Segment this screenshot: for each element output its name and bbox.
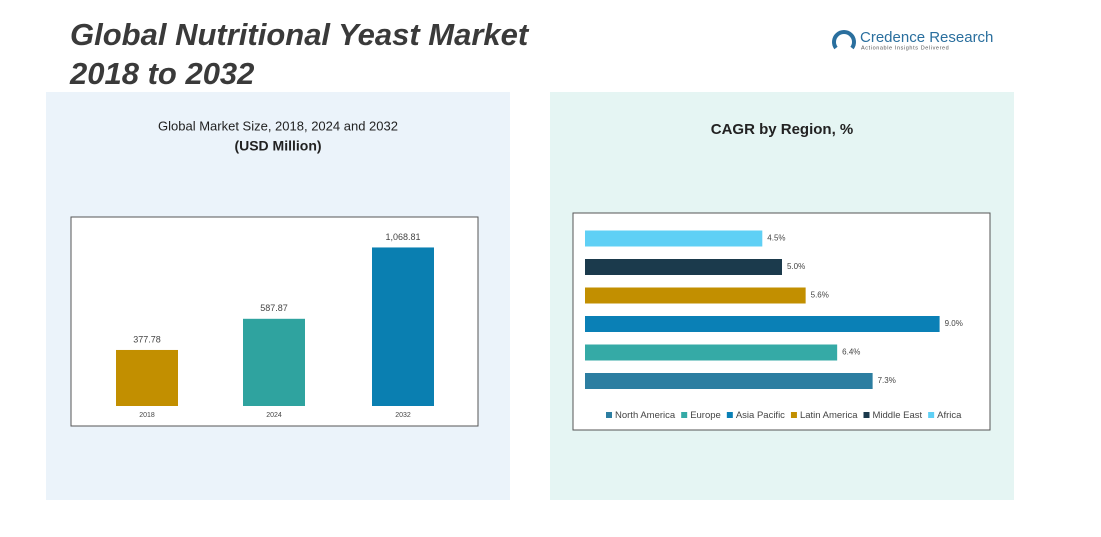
chart-title: CAGR by Region, %	[711, 121, 854, 138]
data-label: 4.5%	[767, 234, 785, 243]
data-label: 5.0%	[787, 262, 805, 271]
bar	[585, 316, 940, 332]
logo: Credence Research Actionable Insights De…	[832, 29, 993, 51]
data-label: 7.3%	[878, 376, 896, 385]
bar	[585, 259, 782, 275]
bar	[585, 373, 873, 389]
chart-subtitle: (USD Million)	[234, 138, 321, 154]
legend-label: Middle East	[873, 410, 923, 421]
legend-swatch	[790, 412, 797, 418]
logo-tagline: Actionable Insights Delivered	[861, 45, 949, 51]
chart-title: Global Market Size, 2018, 2024 and 2032	[158, 118, 398, 133]
page-title: 2018 to 2032	[69, 56, 254, 91]
legend-swatch	[726, 412, 733, 418]
bar	[585, 344, 838, 361]
bar	[585, 287, 806, 304]
data-label: 6.4%	[842, 348, 860, 357]
x-tick-label: 2018	[139, 412, 155, 419]
bar	[372, 247, 434, 406]
legend-swatch	[606, 412, 612, 418]
data-label: 9.0%	[945, 319, 963, 328]
legend-swatch	[681, 412, 688, 418]
page-title: Global Nutritional Yeast Market	[70, 17, 530, 52]
bar	[585, 230, 763, 247]
data-label: 1,068.81	[385, 232, 420, 242]
legend-label: North America	[615, 410, 676, 421]
bar	[116, 349, 178, 406]
logo-name: Credence Research	[860, 29, 993, 46]
legend-label: Africa	[937, 410, 962, 421]
legend-swatch	[928, 412, 935, 418]
legend-label: Latin America	[800, 410, 858, 421]
x-tick-label: 2032	[395, 412, 411, 419]
data-label: 587.87	[260, 303, 288, 313]
legend-swatch	[863, 412, 870, 418]
logo-icon	[832, 30, 856, 50]
legend-label: Europe	[690, 410, 721, 421]
data-label: 377.78	[133, 334, 161, 344]
legend-label: Asia Pacific	[736, 410, 785, 421]
x-tick-label: 2024	[266, 412, 282, 419]
data-label: 5.6%	[811, 291, 829, 300]
bar	[243, 318, 305, 406]
